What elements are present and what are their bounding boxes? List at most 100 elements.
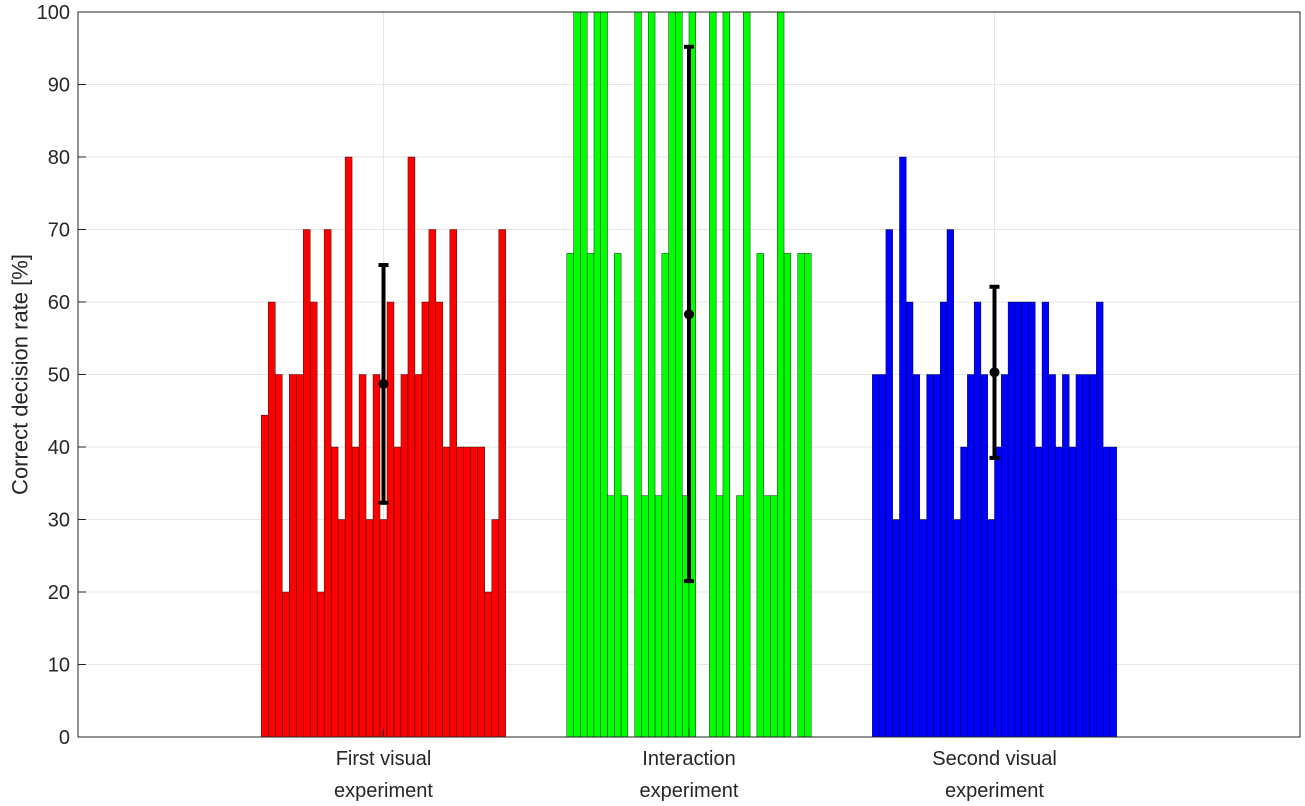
bar	[1035, 446, 1043, 738]
bar	[344, 156, 353, 738]
bar	[1102, 446, 1111, 738]
bar	[456, 446, 465, 738]
bar	[634, 11, 642, 738]
bar	[804, 253, 812, 738]
bar	[872, 374, 880, 738]
bar	[407, 156, 416, 738]
y-tick-label: 70	[48, 220, 70, 242]
y-tick-label: 0	[59, 727, 70, 749]
bar	[268, 301, 276, 738]
x-tick-label: experiment	[334, 780, 433, 802]
bar	[715, 495, 724, 738]
bar	[316, 591, 325, 738]
bar	[960, 446, 968, 738]
x-tick-label: experiment	[640, 780, 739, 802]
y-tick-label: 10	[48, 655, 70, 677]
bar	[906, 301, 914, 738]
bar	[797, 253, 805, 738]
bar	[736, 495, 744, 738]
bar	[1109, 446, 1117, 738]
bar	[756, 253, 764, 738]
y-tick-label: 60	[48, 292, 70, 314]
bar	[722, 11, 730, 738]
x-tick-label: Second visual	[932, 748, 1057, 770]
y-tick-label: 100	[37, 2, 70, 24]
bar	[477, 446, 485, 738]
bar	[1014, 301, 1022, 738]
bar	[491, 519, 499, 738]
y-tick-label: 20	[48, 582, 70, 604]
bar	[912, 374, 921, 738]
bar	[379, 519, 388, 738]
bar	[1055, 446, 1063, 738]
y-tick-label: 50	[48, 365, 70, 387]
bar	[648, 11, 656, 738]
bar	[1007, 301, 1016, 738]
bar	[1041, 301, 1050, 738]
bar	[939, 301, 948, 738]
bar	[661, 253, 669, 738]
bar	[1068, 446, 1077, 738]
bar	[323, 229, 332, 738]
bar	[351, 446, 360, 738]
bar	[607, 495, 615, 738]
bar	[498, 229, 506, 738]
bar	[573, 11, 581, 738]
bar	[463, 446, 471, 738]
bar	[641, 495, 649, 738]
bar	[892, 519, 900, 738]
bar	[878, 374, 887, 738]
y-tick-label: 80	[48, 147, 70, 169]
mean-marker	[378, 378, 389, 389]
bar	[709, 11, 717, 738]
bar	[600, 11, 608, 738]
bar	[337, 519, 346, 738]
y-tick-label: 90	[48, 75, 70, 97]
bar	[484, 591, 492, 738]
bar	[566, 253, 574, 738]
bar	[1001, 374, 1009, 738]
bar	[783, 253, 792, 738]
mean-marker	[989, 367, 1000, 378]
bar	[261, 414, 269, 738]
mean-marker	[684, 309, 694, 320]
bar	[770, 495, 778, 738]
bar	[330, 446, 339, 738]
bar	[743, 11, 751, 738]
bar	[275, 374, 283, 738]
bar	[372, 374, 381, 738]
bar	[309, 301, 318, 738]
bar	[289, 374, 297, 738]
bar	[393, 446, 402, 738]
bar	[1075, 374, 1083, 738]
bar	[987, 519, 995, 738]
bar	[953, 519, 961, 738]
bar	[435, 301, 444, 738]
bar	[1062, 374, 1070, 738]
bar	[296, 374, 304, 738]
bar	[1048, 374, 1056, 738]
bar	[414, 374, 423, 738]
bar	[442, 446, 451, 738]
bar	[1089, 374, 1097, 738]
bar	[614, 253, 622, 738]
x-tick-label: experiment	[945, 780, 1044, 802]
bar	[926, 374, 934, 738]
error-bars	[378, 44, 1000, 584]
bar	[973, 301, 982, 738]
y-tick-label: 40	[48, 437, 70, 459]
bar	[470, 446, 478, 738]
bar	[885, 229, 893, 738]
bar	[1028, 301, 1036, 738]
bar	[449, 229, 458, 738]
bar	[946, 229, 954, 738]
bar	[282, 591, 290, 738]
bar	[400, 374, 409, 738]
bar	[1082, 374, 1090, 738]
bar	[620, 495, 629, 738]
y-ticks: 0 10 20 30 40 50 60 70 80 90 100	[37, 2, 86, 749]
bar	[586, 253, 595, 738]
bar	[302, 229, 311, 738]
bar	[919, 519, 927, 738]
bars	[261, 11, 1117, 738]
